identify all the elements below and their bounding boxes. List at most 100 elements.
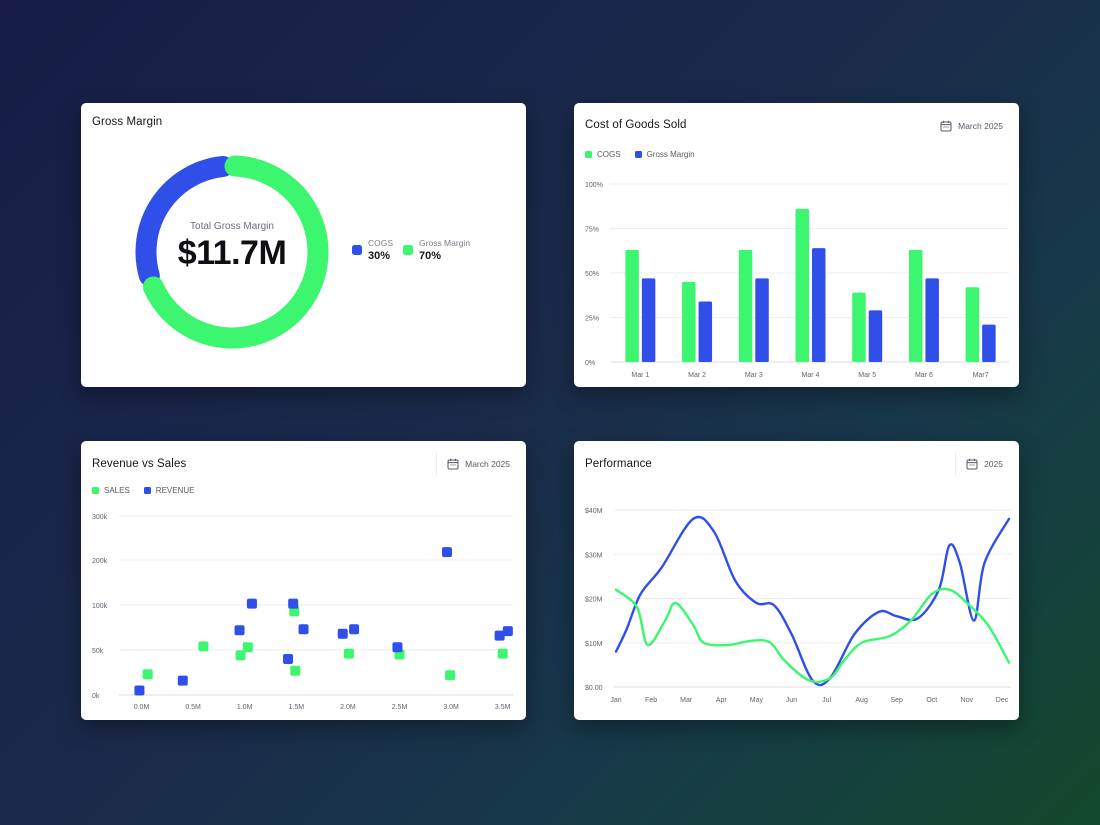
donut-slice-gross-margin bbox=[142, 155, 329, 349]
gross-margin-legend: COGS 30% Gross Margin 70% bbox=[352, 238, 470, 262]
legend-swatch-revenue bbox=[143, 487, 151, 494]
scatter-point-revenue bbox=[494, 630, 505, 641]
bar-cogs-mar-2 bbox=[682, 281, 696, 362]
legend-item-cogs[interactable]: COGS 30% bbox=[352, 238, 393, 262]
x-tick-label: Jul bbox=[822, 697, 831, 704]
bar-cogs-mar-3 bbox=[738, 249, 753, 362]
performance-line-chart: $0.00 $10M $20M $30M $40M Jan Feb Mar Apr May Jun J… bbox=[585, 508, 1011, 704]
scatter-point-revenue bbox=[288, 598, 299, 609]
y-tick-label: 25% bbox=[585, 316, 599, 323]
x-tick-label: Oct bbox=[926, 697, 937, 704]
revenue-sales-card: Revenue vs Sales March 2025 SALES REVENU… bbox=[81, 441, 526, 720]
bar-gross-margin-mar-3 bbox=[755, 278, 769, 362]
scatter-point-sales bbox=[198, 641, 209, 652]
y-tick-label: 50k bbox=[92, 648, 104, 655]
cogs-date-filter[interactable]: March 2025 bbox=[930, 114, 1013, 138]
y-tick-label: 200k bbox=[92, 558, 108, 565]
legend-item-revenue[interactable]: REVENUE bbox=[143, 486, 194, 495]
x-tick-label: May bbox=[750, 697, 764, 704]
cogs-card: Cost of Goods Sold March 2025 COGS Gross… bbox=[574, 103, 1019, 387]
bar-cogs-mar-5 bbox=[852, 292, 866, 362]
legend-swatch-gm-series bbox=[634, 151, 642, 158]
legend-item-gm-series[interactable]: Gross Margin bbox=[634, 150, 695, 159]
bar-cogs-mar-1 bbox=[625, 249, 639, 362]
legend-swatch-sales bbox=[92, 487, 99, 494]
scatter-point-revenue bbox=[283, 654, 294, 664]
y-tick-label: 300k bbox=[92, 514, 108, 521]
scatter-point-sales bbox=[289, 606, 300, 617]
performance-title: Performance bbox=[585, 458, 652, 470]
performance-card: Performance 2025 $0.00 $10M $20M $30M $40M Ja… bbox=[574, 441, 1019, 720]
y-tick-label: 75% bbox=[585, 227, 599, 234]
x-tick-label: Feb bbox=[645, 697, 657, 704]
bar-gross-margin-mar-4 bbox=[812, 248, 826, 362]
legend-item-cogs-series[interactable]: COGS bbox=[585, 150, 621, 159]
legend-pct-cogs: 30% bbox=[368, 250, 391, 262]
bar-cogs-mar-4 bbox=[795, 208, 809, 362]
x-tick-label: Mar 5 bbox=[858, 372, 876, 379]
x-tick-label: Mar bbox=[680, 697, 693, 704]
x-tick-label: 2.5M bbox=[392, 704, 408, 711]
line-series-green bbox=[614, 587, 1011, 684]
performance-date-filter[interactable]: 2025 bbox=[955, 452, 1013, 476]
x-tick-label: Nov bbox=[961, 697, 974, 704]
bar-gross-margin-mar-6 bbox=[925, 278, 939, 362]
gross-margin-title: Gross Margin bbox=[92, 116, 163, 128]
scatter-point-sales bbox=[343, 648, 354, 659]
y-tick-label: 100k bbox=[92, 603, 108, 610]
scatter-point-sales bbox=[242, 642, 253, 653]
scatter-point-revenue bbox=[349, 624, 360, 635]
x-tick-label: 1.0M bbox=[237, 704, 253, 711]
legend-item-sales[interactable]: SALES bbox=[92, 486, 130, 495]
legend-label-sales: SALES bbox=[104, 486, 130, 495]
calendar-icon bbox=[447, 458, 459, 470]
scatter-point-revenue bbox=[337, 628, 348, 639]
scatter-point-revenue bbox=[177, 675, 188, 686]
x-tick-label: 2.0M bbox=[340, 704, 356, 711]
gross-margin-donut bbox=[135, 155, 329, 349]
scatter-point-sales bbox=[235, 650, 246, 661]
donut-slice-cogs bbox=[135, 155, 234, 287]
performance-date-label: 2025 bbox=[984, 459, 1003, 469]
x-tick-label: Jan bbox=[610, 697, 621, 704]
scatter-point-revenue bbox=[441, 547, 452, 558]
calendar-icon bbox=[966, 458, 978, 470]
x-tick-label: 0.0M bbox=[134, 704, 150, 711]
scatter-point-revenue bbox=[246, 598, 257, 609]
legend-pct-gross-margin: 70% bbox=[419, 250, 442, 262]
y-tick-label: $30M bbox=[585, 552, 603, 559]
scatter-point-revenue bbox=[502, 626, 513, 637]
bar-gross-margin-mar-5 bbox=[868, 310, 883, 362]
cogs-bar-chart: 0% 25% 50% 75% 100% Mar 1 Mar 2 Mar 3 Mar 4 Mar 5… bbox=[585, 182, 1009, 379]
cogs-title: Cost of Goods Sold bbox=[585, 119, 687, 131]
cogs-legend: COGS Gross Margin bbox=[585, 150, 695, 159]
line-series-blue bbox=[614, 515, 1011, 687]
revenue-sales-date-filter[interactable]: March 2025 bbox=[436, 452, 520, 476]
legend-swatch-gross-margin bbox=[403, 245, 414, 255]
scatter-point-sales bbox=[445, 670, 456, 681]
scatter-point-revenue bbox=[234, 625, 245, 636]
bar-cogs-mar-6 bbox=[908, 249, 923, 362]
legend-name-gross-margin: Gross Margin bbox=[419, 238, 471, 248]
x-tick-label: 3.0M bbox=[443, 704, 459, 711]
y-tick-label: $10M bbox=[585, 641, 603, 648]
revenue-sales-legend: SALES REVENUE bbox=[92, 486, 194, 495]
x-tick-label: 1.5M bbox=[289, 704, 305, 711]
bar-gross-margin-mar-1 bbox=[641, 278, 656, 362]
y-tick-label: 100% bbox=[585, 182, 603, 189]
scatter-point-revenue bbox=[298, 624, 309, 635]
scatter-point-sales bbox=[142, 669, 153, 680]
x-tick-label: 3.5M bbox=[495, 704, 511, 711]
revenue-sales-title: Revenue vs Sales bbox=[92, 458, 187, 470]
scatter-point-revenue bbox=[392, 642, 403, 653]
calendar-icon bbox=[940, 120, 952, 132]
total-gross-margin-label: Total Gross Margin bbox=[190, 221, 274, 232]
legend-swatch-cogs-series bbox=[585, 151, 592, 158]
y-tick-label: 0% bbox=[585, 360, 595, 367]
x-tick-label: Dec bbox=[996, 697, 1009, 704]
bar-gross-margin-mar-2 bbox=[698, 301, 713, 362]
legend-item-gross-margin[interactable]: Gross Margin 70% bbox=[403, 238, 470, 262]
x-tick-label: Mar7 bbox=[973, 372, 989, 379]
y-tick-label: $0.00 bbox=[585, 685, 603, 692]
scatter-point-sales bbox=[497, 648, 508, 659]
